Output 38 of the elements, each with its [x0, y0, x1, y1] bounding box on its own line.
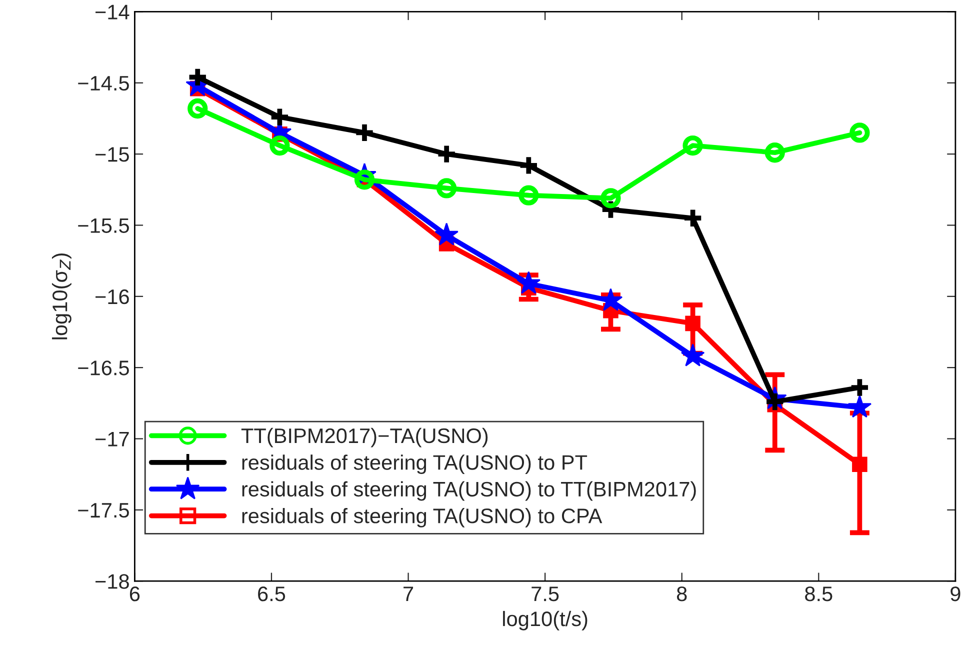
- point: [516, 271, 541, 294]
- x-tick-label: 8: [676, 586, 687, 602]
- point: [764, 142, 785, 163]
- y-tick-label: −18: [96, 574, 129, 589]
- point: [270, 135, 290, 156]
- x-tick-label: 6: [130, 586, 140, 602]
- y-axis-title: log10(σ$_{Z}$): [52, 253, 72, 340]
- x-tick-label: 7.5: [532, 586, 559, 602]
- point: [685, 316, 700, 332]
- point: [850, 122, 870, 143]
- x-tick-label: 7: [404, 586, 414, 602]
- legend-label: residuals of steering TA(USNO) to CPA: [242, 508, 602, 528]
- point: [436, 178, 457, 198]
- y-tick-label: −14: [96, 4, 130, 20]
- x-axis-title: log10(t/s): [503, 610, 588, 630]
- point: [354, 170, 375, 190]
- y-tick-label: −17.5: [78, 503, 129, 518]
- legend-label: residuals of steering TA(USNO) to TT(BIPM2017): [242, 481, 696, 501]
- x-tick-label: 8.5: [805, 586, 832, 602]
- point: [600, 188, 621, 208]
- legend-label: TT(BIPM2017)−TA(USNO): [241, 428, 488, 448]
- x-tick-label: 6.5: [258, 586, 286, 602]
- point: [680, 344, 705, 366]
- y-tick-label: −16.5: [78, 360, 129, 376]
- y-tick-label: −15.5: [78, 218, 129, 233]
- point: [518, 185, 539, 206]
- point: [188, 98, 208, 119]
- point: [598, 288, 623, 311]
- point: [682, 135, 703, 156]
- point: [852, 456, 868, 472]
- point: [848, 394, 872, 418]
- y-tick-label: −15: [96, 147, 129, 162]
- y-tick-label: −16: [96, 289, 129, 304]
- point: [434, 222, 458, 246]
- legend-label: residuals of steering TA(USNO) to PT: [242, 454, 588, 474]
- y-tick-label: −14.5: [78, 76, 129, 91]
- y-tick-label: −17: [96, 432, 129, 446]
- x-tick-label: 9: [950, 586, 960, 602]
